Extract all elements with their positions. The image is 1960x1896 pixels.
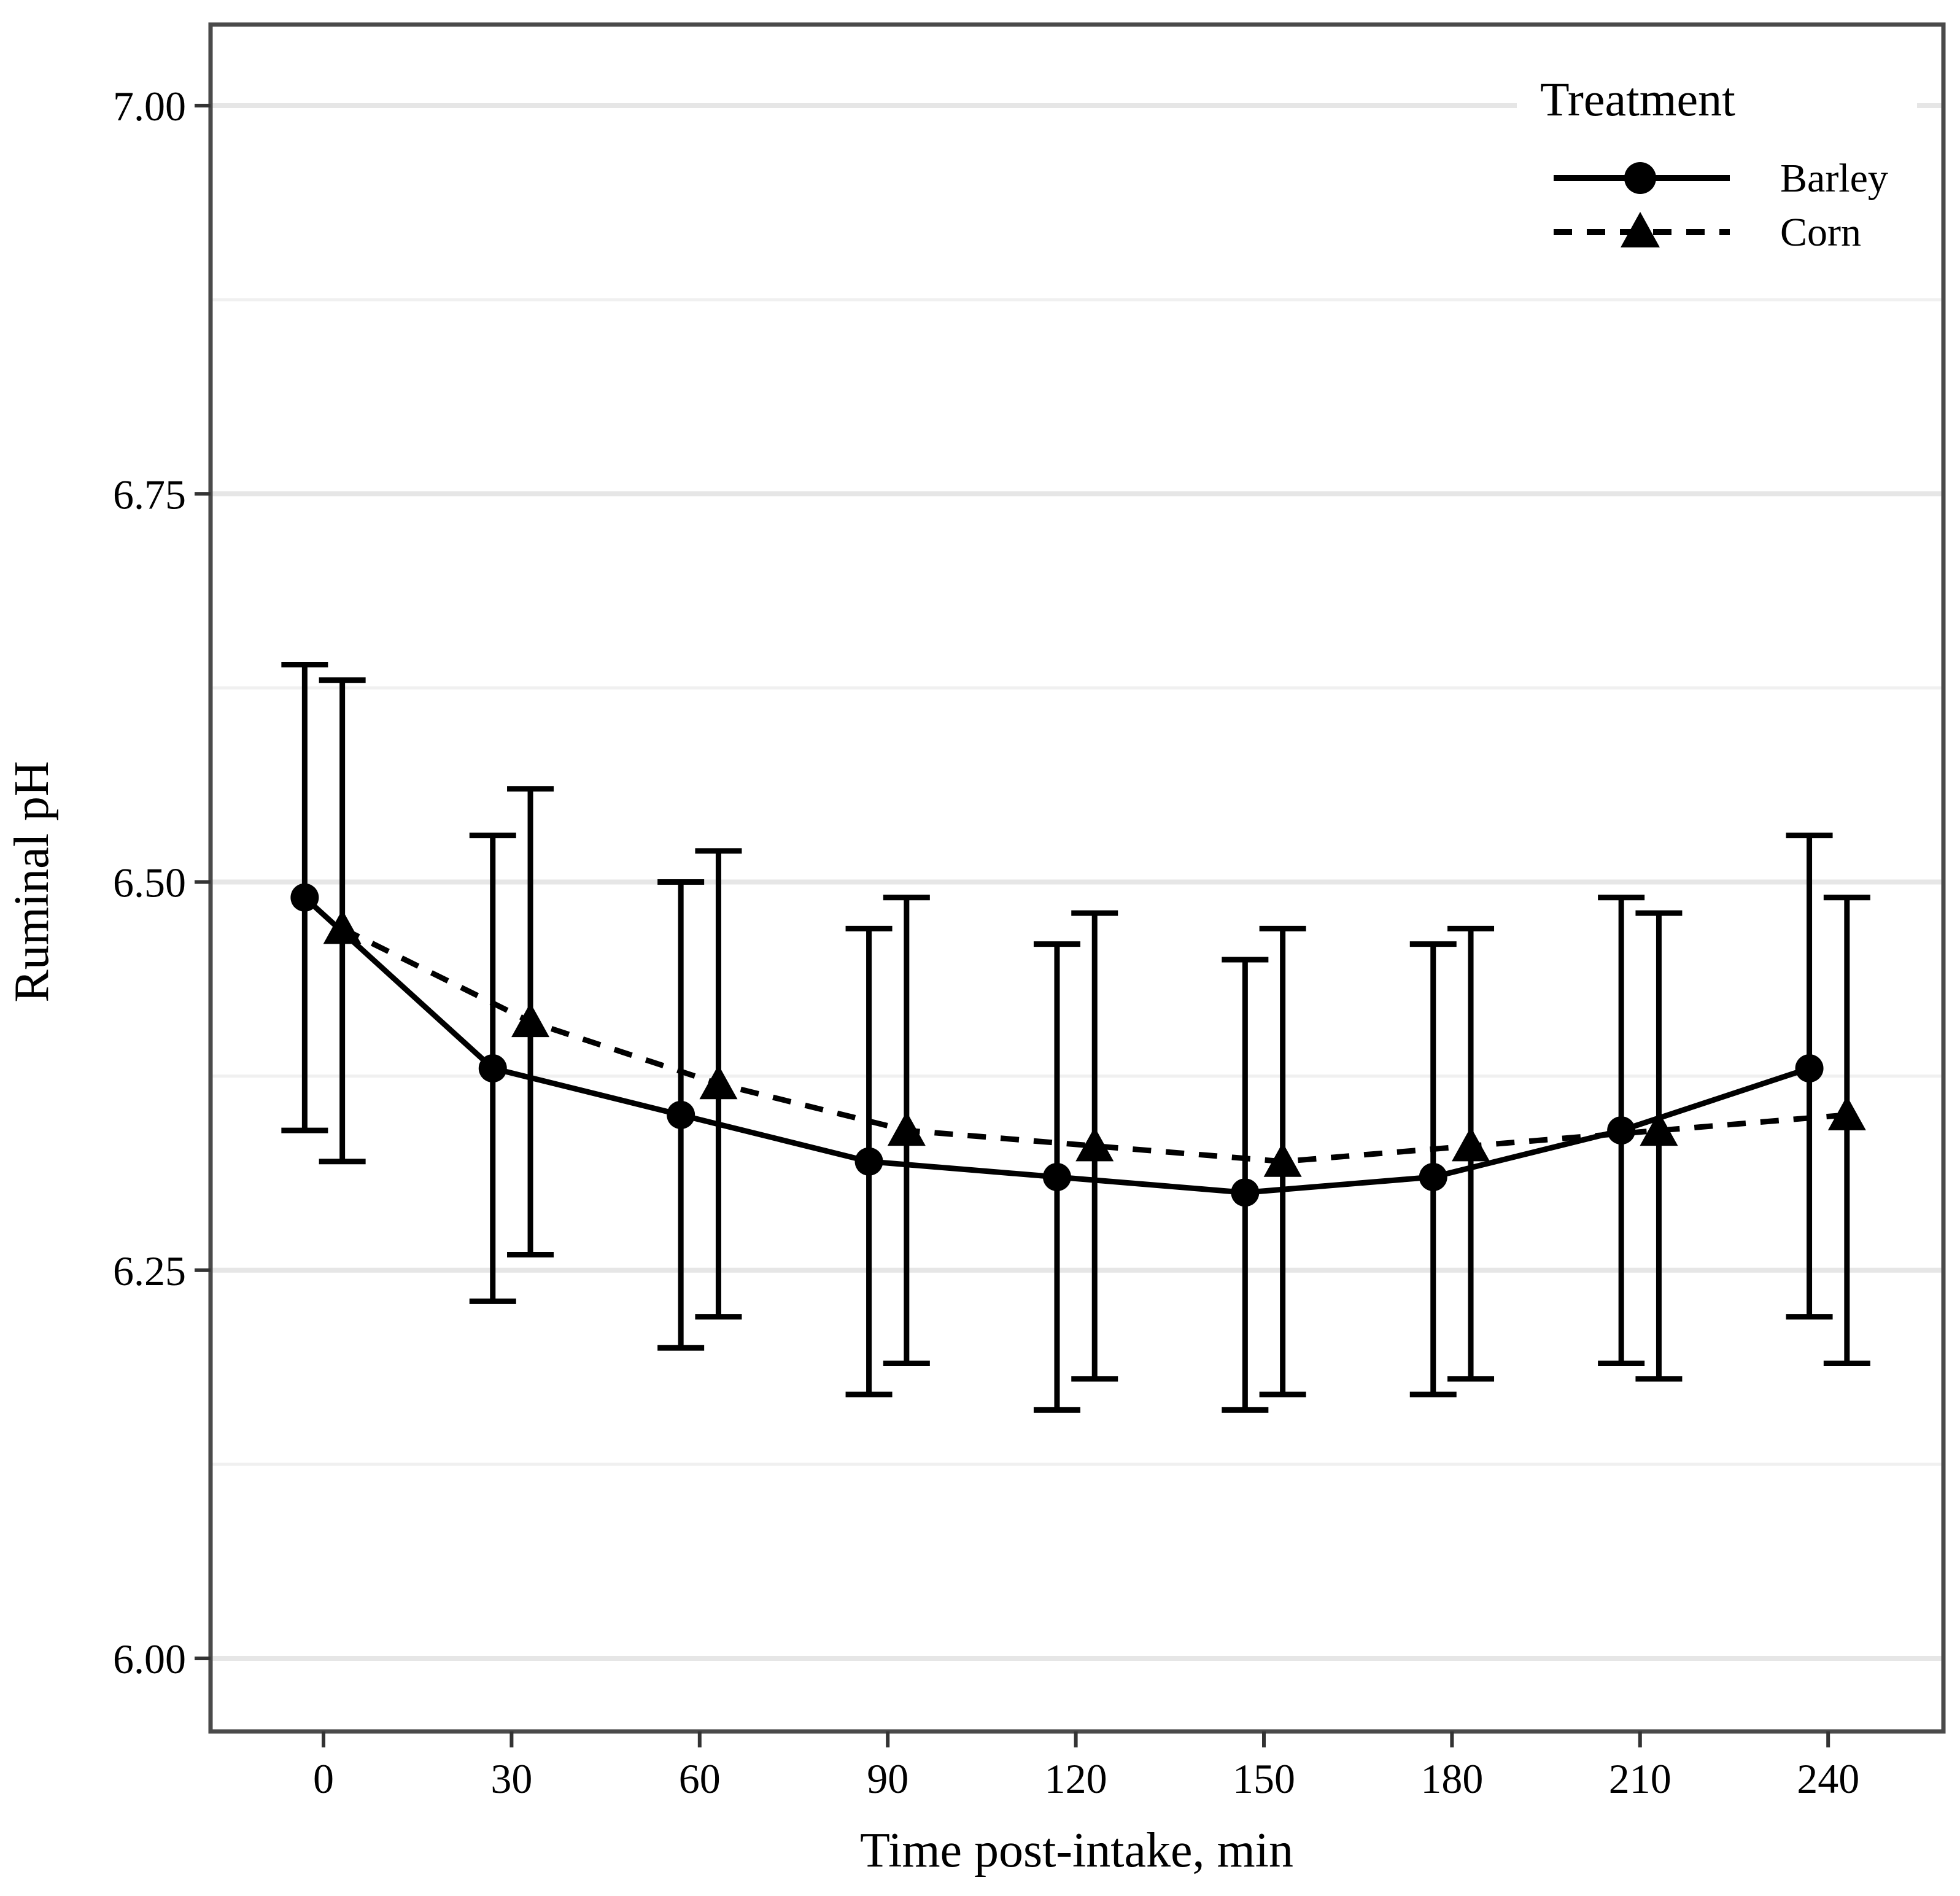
barley-circle-marker [478, 1054, 507, 1082]
corn-triangle-marker [1263, 1142, 1302, 1177]
barley-circle-marker [1231, 1178, 1260, 1207]
y-tick-label: 6.75 [113, 471, 186, 518]
corn-triangle-marker [1075, 1127, 1114, 1162]
legend-item-barley: Barley [1554, 156, 1888, 201]
barley-circle-marker [854, 1147, 883, 1176]
corn-triangle-marker [323, 909, 362, 944]
y-tick-label: 7.00 [113, 83, 186, 130]
legend-title: Treatment [1540, 72, 1735, 126]
gridlines [211, 103, 1943, 1661]
barley-key-circle-icon [1624, 162, 1656, 194]
corn-line [341, 926, 1848, 1165]
corn-triangle-marker [699, 1065, 738, 1100]
legend-label-barley: Barley [1780, 156, 1888, 201]
barley-circle-marker [1042, 1163, 1071, 1192]
barley-circle-marker [1419, 1163, 1447, 1192]
barley-circle-marker [290, 883, 319, 912]
x-tick-label: 210 [1609, 1755, 1671, 1802]
corn-key-triangle-icon [1621, 212, 1660, 247]
panel-border [208, 22, 1946, 1734]
y-tick-label: 6.50 [113, 860, 186, 906]
error-bars [281, 661, 1870, 1413]
barley-circle-marker [1795, 1054, 1824, 1082]
series-markers [290, 883, 1866, 1207]
legend-background [1517, 43, 1917, 279]
corn-triangle-marker [1827, 1095, 1866, 1130]
y-tick-label: 6.00 [113, 1636, 186, 1682]
corn-triangle-marker [887, 1111, 926, 1146]
x-tick-label: 90 [867, 1755, 908, 1802]
corn-triangle-marker [1640, 1111, 1678, 1146]
y-tick-label: 6.25 [113, 1248, 186, 1294]
x-tick-label: 30 [490, 1755, 532, 1802]
legend-label-corn: Corn [1780, 210, 1861, 255]
x-tick-label: 120 [1045, 1755, 1107, 1802]
legend: Treatment Barley Corn [1540, 72, 1888, 255]
x-tick-label: 180 [1420, 1755, 1483, 1802]
x-tick-label: 0 [313, 1755, 334, 1802]
x-tick-label: 60 [679, 1755, 721, 1802]
x-tick-label: 240 [1797, 1755, 1859, 1802]
corn-triangle-marker [1452, 1127, 1490, 1162]
barley-circle-marker [667, 1100, 695, 1129]
y-tick-labels: 7.00 6.75 6.50 6.25 6.00 [113, 83, 186, 1682]
y-axis-title: Ruminal pH [5, 761, 59, 1002]
x-tick-labels: 0 30 60 90 120 150 180 210 240 [313, 1755, 1859, 1802]
corn-triangle-marker [511, 1003, 550, 1038]
barley-circle-marker [1607, 1116, 1636, 1145]
x-tick-label: 150 [1233, 1755, 1295, 1802]
x-axis-title: Time post-intake, min [860, 1824, 1293, 1878]
legend-item-corn: Corn [1554, 210, 1861, 255]
axis-ticks [195, 104, 1830, 1747]
